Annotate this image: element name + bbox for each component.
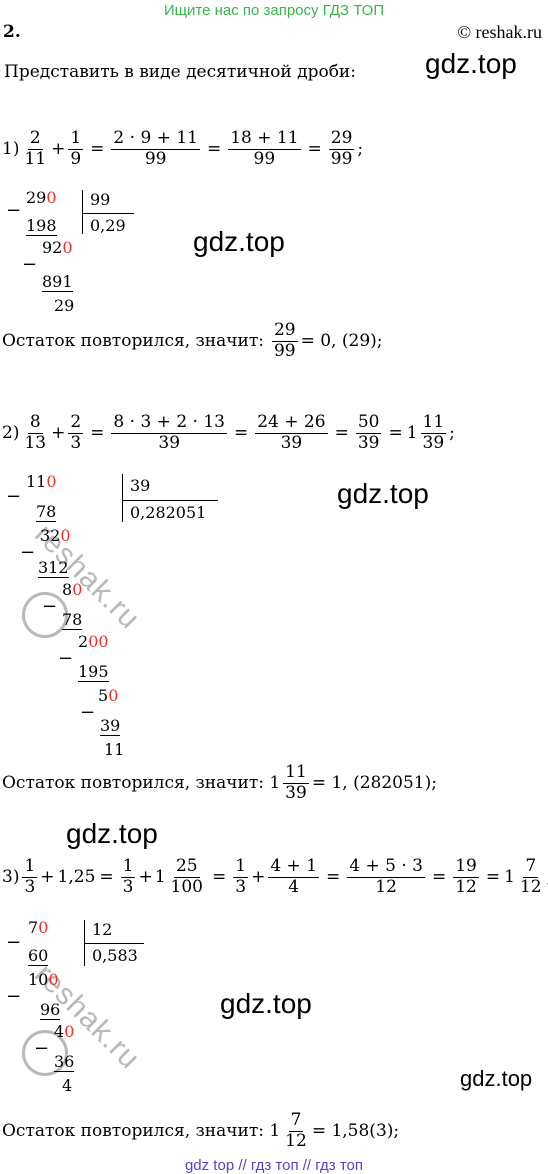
p1-conclusion: Остаток повторился, значит: 29 99 = 0, (2… <box>2 320 383 361</box>
minus-sign: − <box>20 542 36 563</box>
stamp-logo <box>22 1030 68 1076</box>
fraction: 29 99 <box>271 320 298 361</box>
divisor: 12 <box>92 920 113 939</box>
remainder: 11 <box>104 740 125 759</box>
fraction: 11 39 <box>420 412 447 453</box>
minus-sign: − <box>6 200 22 221</box>
p1-label: 1) <box>2 139 20 160</box>
top-banner[interactable]: Ищите нас по запросу ГДЗ ТОП <box>163 2 385 19</box>
quotient: 0,282051 <box>130 503 207 522</box>
stamp-logo <box>22 592 68 638</box>
minus-sign: − <box>6 486 22 507</box>
watermark: gdz.top <box>460 1066 533 1091</box>
minus-sign: − <box>6 932 22 953</box>
footer-links[interactable]: gdz top // гдз топ // гдз топ <box>184 1157 364 1174</box>
watermark: gdz.top <box>220 988 312 1019</box>
watermark: gdz.top <box>337 478 429 509</box>
minus-sign: − <box>6 986 22 1007</box>
divisor: 39 <box>130 476 151 495</box>
p3-label: 3) <box>2 867 20 888</box>
fraction: 7 12 <box>285 1110 307 1151</box>
p3-conclusion: Остаток повторился, значит: 1 7 12 = 1,58… <box>2 1110 400 1151</box>
minus-sign: − <box>22 254 38 275</box>
minus-sign: − <box>34 1038 50 1059</box>
fraction: 11 39 <box>283 762 309 803</box>
fraction: 25 100 <box>170 856 203 897</box>
plus-sign: + <box>51 139 66 160</box>
equals-sign: = <box>307 139 322 160</box>
fraction: 2 11 <box>24 128 47 169</box>
fraction: 7 12 <box>519 856 542 897</box>
fraction: 50 39 <box>355 412 382 453</box>
quotient: 0,583 <box>92 946 138 965</box>
remainder: 4 <box>62 1076 73 1095</box>
p2-label: 2) <box>2 423 20 444</box>
problem-number: 2. <box>3 22 21 42</box>
equals-sign: = <box>206 139 222 160</box>
fraction: 29 99 <box>328 128 355 169</box>
fraction: 19 12 <box>453 856 479 897</box>
remainder: 29 <box>54 296 75 315</box>
quotient: 0,29 <box>90 216 126 235</box>
fraction: 8 13 <box>24 412 47 453</box>
site-credit: © reshak.ru <box>457 22 542 42</box>
watermark: gdz.top <box>66 818 158 849</box>
minus-sign: − <box>80 702 96 723</box>
fraction: 18 + 11 99 <box>228 128 301 169</box>
task-statement: Представить в виде десятичной дроби: <box>4 62 356 82</box>
watermark: gdz.top <box>193 226 285 257</box>
p2-conclusion: Остаток повторился, значит: 1 11 39 = 1, … <box>2 762 437 803</box>
fraction: 4 + 5 · 3 12 <box>347 856 425 897</box>
equals-sign: = <box>90 139 105 160</box>
fraction: 24 + 26 39 <box>255 412 328 453</box>
minus-sign: − <box>58 648 74 669</box>
minus-sign: − <box>42 596 58 617</box>
watermark: gdz.top <box>425 48 517 79</box>
fraction: 2 · 9 + 11 99 <box>111 128 200 169</box>
fraction: 8 · 3 + 2 · 13 39 <box>111 412 227 453</box>
divisor: 99 <box>90 190 111 209</box>
